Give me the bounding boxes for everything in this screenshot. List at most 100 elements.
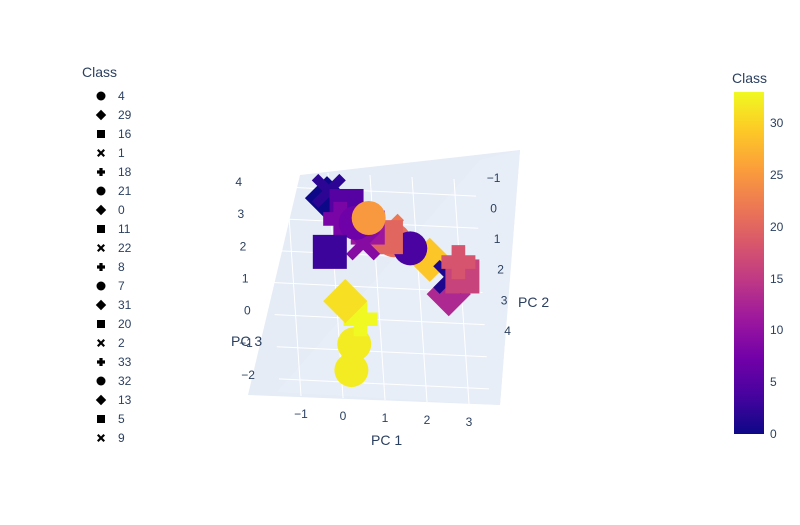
axis-tick-label: 1	[494, 232, 501, 246]
axis-tick-label: −2	[241, 368, 255, 382]
data-point[interactable]	[312, 234, 347, 269]
data-point[interactable]	[343, 302, 378, 337]
square-marker-icon	[97, 224, 105, 233]
x-marker-icon	[97, 148, 105, 157]
grid-line	[266, 185, 477, 197]
axis-tick-label: 0	[490, 201, 497, 215]
legend-item[interactable]: 22	[82, 238, 172, 257]
square-marker-icon	[97, 414, 105, 423]
colorbar-tick-label: 25	[770, 167, 784, 182]
legend-item-label: 1	[118, 145, 125, 160]
legend-item[interactable]: 9	[82, 428, 172, 447]
square-marker-icon	[97, 129, 105, 138]
data-point[interactable]	[351, 200, 386, 235]
legend-item-label: 33	[118, 354, 132, 369]
z-axis-title: PC 3	[231, 333, 262, 349]
x-marker-icon	[97, 338, 105, 347]
data-point[interactable]	[323, 279, 368, 324]
legend-items: 4 29 16 1 18 21 0 11 22 8 7 31 20 2 33 32 13 5 9	[82, 86, 172, 447]
legend-item-label: 21	[118, 183, 132, 198]
legend-item[interactable]: 32	[82, 371, 172, 390]
cross-marker-icon	[97, 262, 105, 271]
axis-tick-label: −1	[239, 336, 253, 350]
legend-item-label: 22	[118, 240, 132, 255]
axis-tick-label: 3	[501, 293, 508, 307]
colorbar-title: Class	[732, 70, 768, 86]
y-axis-title: PC 2	[518, 294, 549, 310]
data-point[interactable]	[441, 245, 476, 280]
legend-item-label: 16	[118, 126, 132, 141]
legend-item-label: 18	[118, 164, 132, 179]
legend-item[interactable]: 11	[82, 219, 172, 238]
legend-item-label: 11	[118, 221, 131, 236]
data-point[interactable]	[334, 353, 369, 388]
legend-item-label: 2	[118, 335, 125, 350]
legend-item[interactable]: 0	[82, 200, 172, 219]
legend-item[interactable]: 2	[82, 333, 172, 352]
legend-item[interactable]: 7	[82, 276, 172, 295]
colorbar-gradient	[734, 92, 764, 434]
legend-item[interactable]: 5	[82, 409, 172, 428]
legend-item[interactable]: 21	[82, 181, 172, 200]
colorbar-tick-label: 5	[770, 375, 777, 390]
x-axis-title: PC 1	[371, 432, 402, 448]
cross-marker-icon	[97, 167, 105, 176]
legend-item-label: 32	[118, 373, 132, 388]
data-point[interactable]	[407, 237, 452, 282]
diamond-marker-icon	[95, 109, 107, 120]
colorbar-tick-label: 20	[770, 219, 784, 234]
legend-item[interactable]: 16	[82, 124, 172, 143]
legend-item-label: 29	[118, 107, 132, 122]
legend-item-label: 7	[118, 278, 125, 293]
axis-tick-label: 0	[244, 304, 251, 318]
legend-item-label: 0	[118, 202, 125, 217]
legend-item-label: 13	[118, 392, 132, 407]
legend: Class 4 29 16 1 18 21 0 11 22 8 7 31 20 2 33 32 13 5 9	[82, 64, 172, 447]
square-marker-icon	[97, 319, 105, 328]
diamond-marker-icon	[95, 394, 107, 405]
data-point[interactable]	[426, 272, 471, 317]
legend-item[interactable]: 33	[82, 352, 172, 371]
legend-title: Class	[82, 64, 118, 80]
axis-tick-label: 0	[340, 409, 347, 423]
circle-marker-icon	[96, 376, 106, 385]
axis-tick-labels: −1 0 1 2 3 −1 0 1 2 3 4 −2 −1 0 1 2 3 4	[235, 171, 511, 429]
legend-item[interactable]: 18	[82, 162, 172, 181]
legend-item-label: 31	[118, 297, 132, 312]
axis-tick-label: 2	[497, 263, 504, 277]
colorbar-tick-label: 30	[770, 116, 784, 131]
legend-item-label: 4	[118, 88, 125, 103]
grid-line	[278, 378, 489, 390]
legend-item[interactable]: 1	[82, 143, 172, 162]
grid-line	[274, 314, 485, 326]
legend-item[interactable]: 31	[82, 295, 172, 314]
circle-marker-icon	[96, 91, 106, 100]
axis-tick-label: −1	[294, 407, 308, 421]
legend-item[interactable]: 13	[82, 390, 172, 409]
diamond-marker-icon	[95, 299, 107, 310]
legend-item[interactable]: 4	[82, 86, 172, 105]
colorbar: Class 0 5 10 15 20 25 30	[732, 70, 800, 450]
legend-item-label: 5	[118, 411, 125, 426]
colorbar-tick-label: 10	[770, 323, 784, 338]
cross-marker-icon	[97, 357, 105, 366]
legend-item[interactable]: 8	[82, 257, 172, 276]
legend-item-label: 8	[118, 259, 125, 274]
circle-marker-icon	[96, 186, 106, 195]
axis-tick-label: 4	[504, 324, 511, 338]
axis-tick-label: 1	[242, 272, 249, 286]
x-marker-icon	[97, 433, 105, 442]
axis-tick-label: 3	[466, 415, 473, 429]
legend-item[interactable]: 29	[82, 105, 172, 124]
legend-item-label: 9	[118, 430, 125, 445]
axis-tick-label: −1	[487, 171, 501, 185]
circle-marker-icon	[96, 281, 106, 290]
colorbar-tick-label: 0	[770, 427, 777, 441]
colorbar-tick-label: 15	[770, 271, 784, 286]
legend-item[interactable]: 20	[82, 314, 172, 333]
axis-tick-label: 3	[238, 207, 245, 221]
axis-tick-label: 2	[240, 239, 247, 253]
axis-tick-label: 1	[382, 411, 389, 425]
x-marker-icon	[97, 243, 105, 252]
